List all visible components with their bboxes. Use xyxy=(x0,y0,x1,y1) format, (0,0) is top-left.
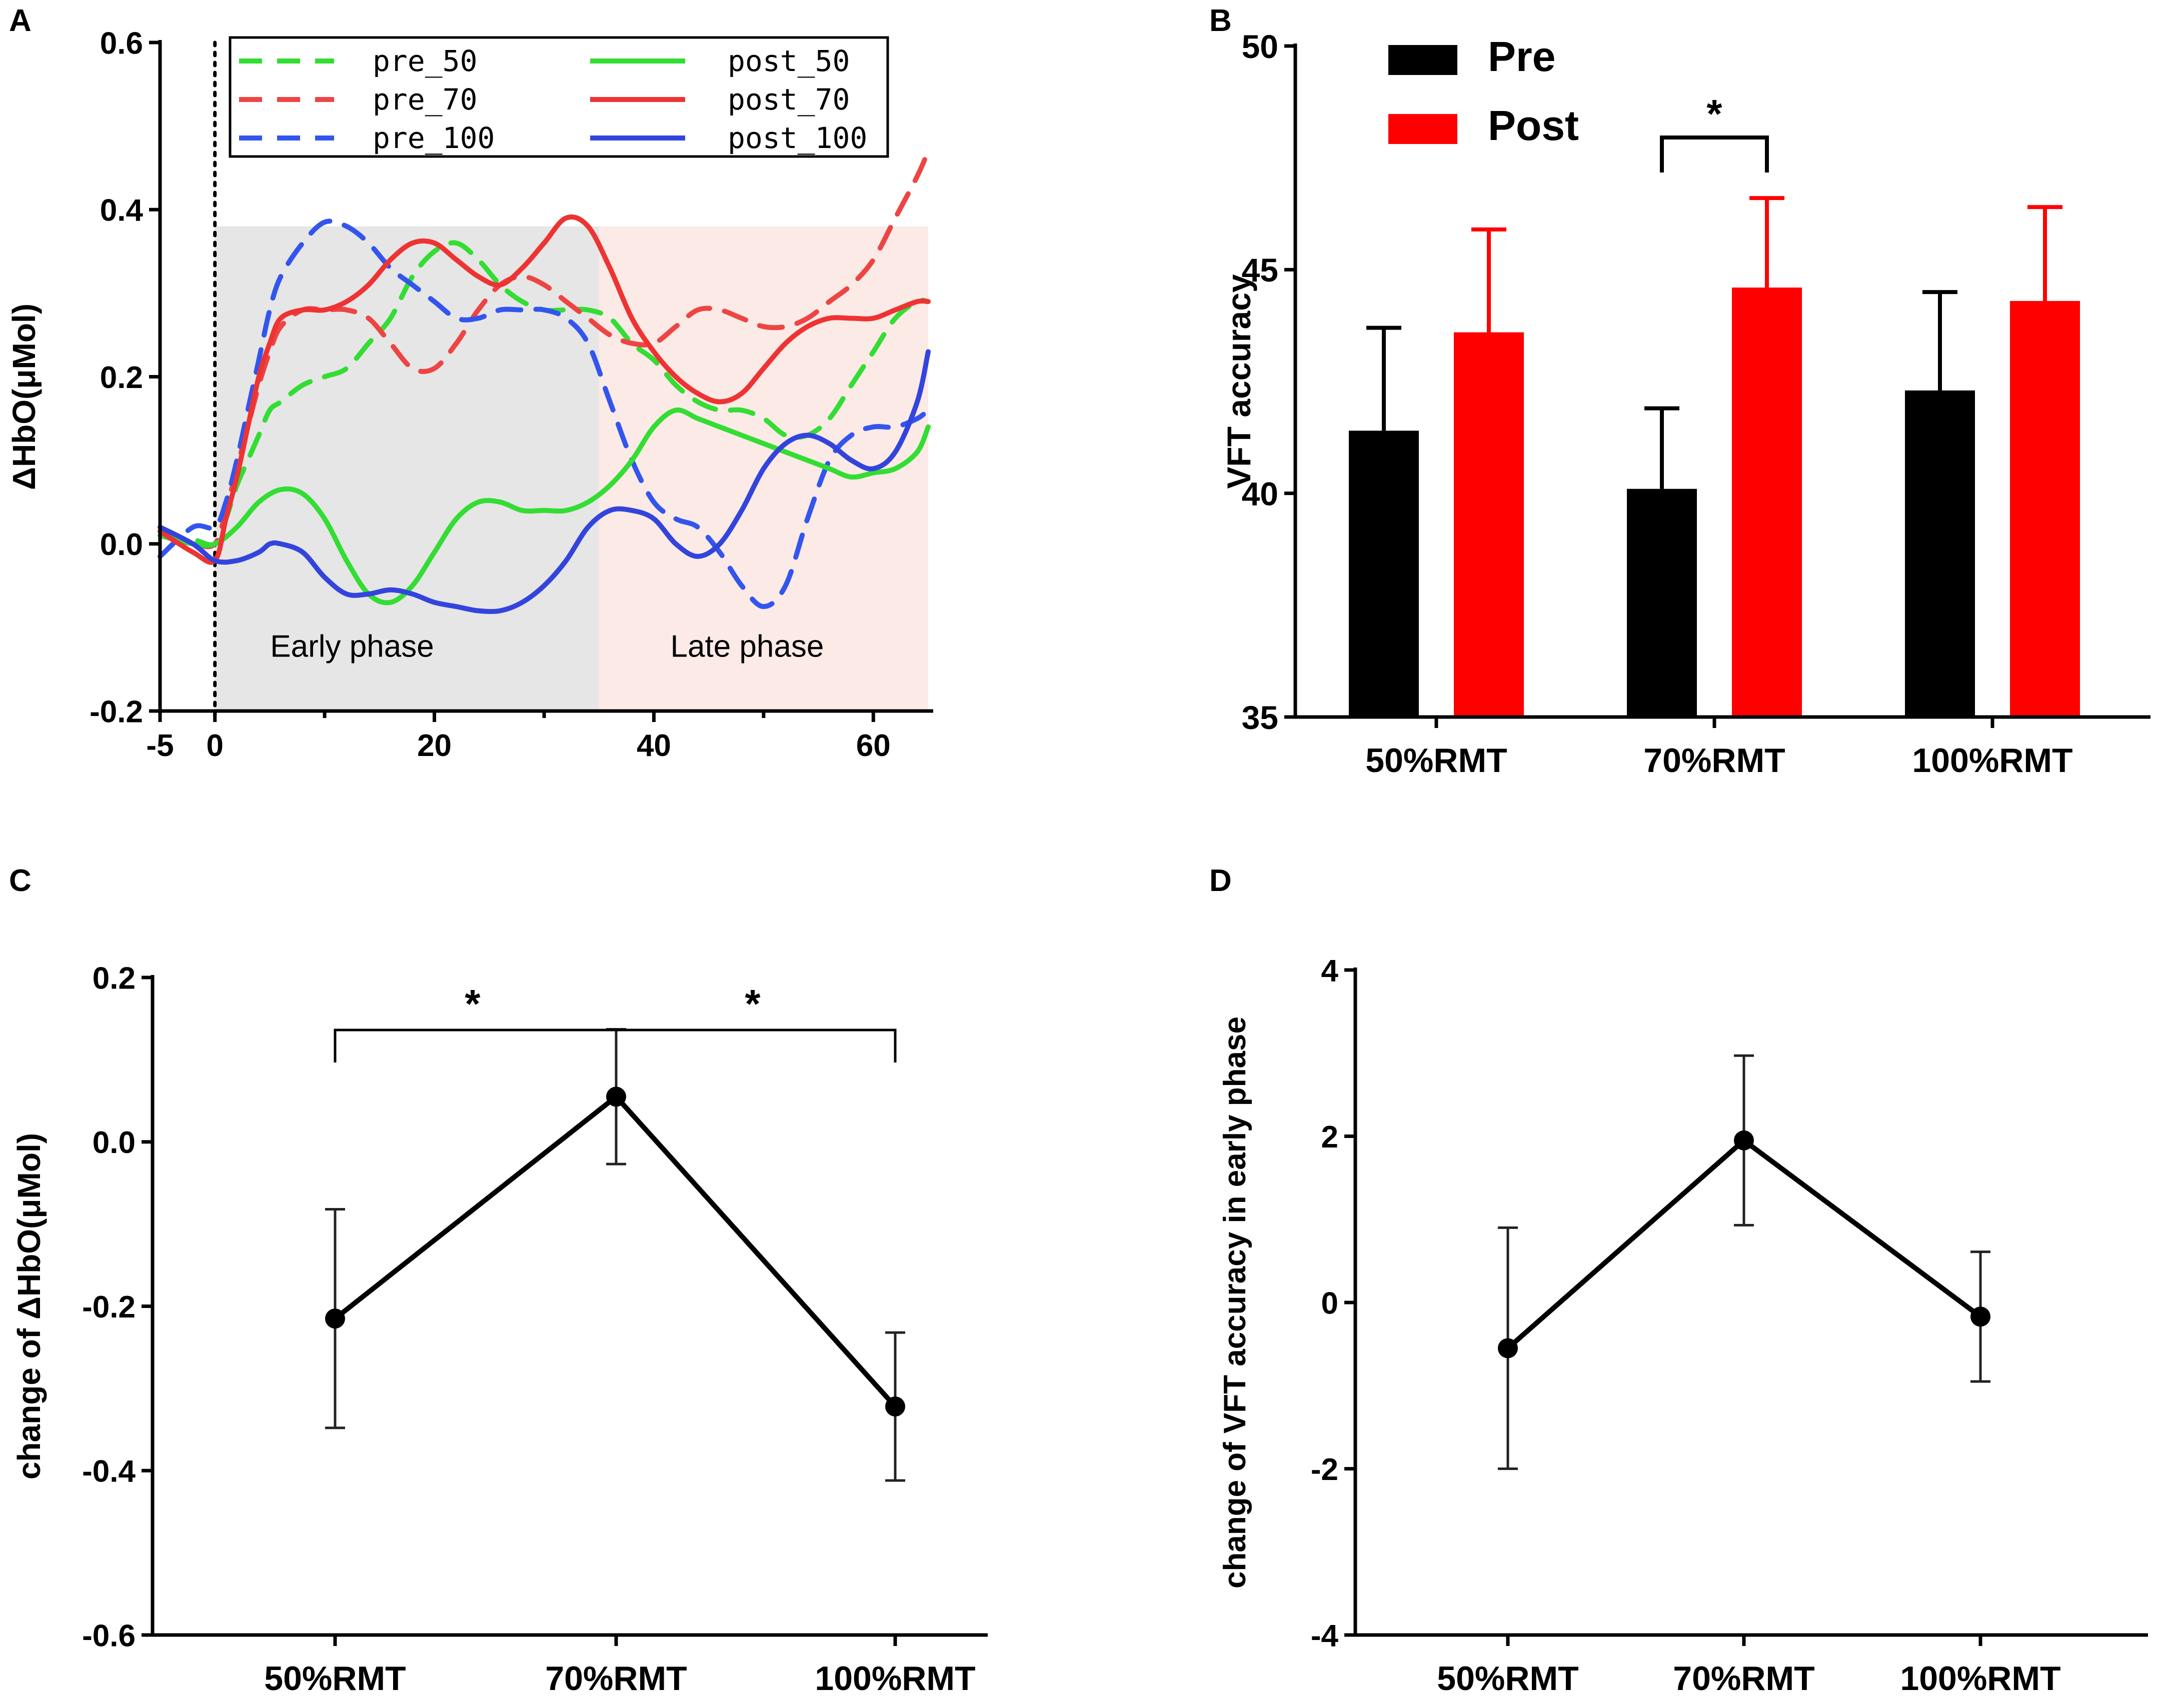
panel-ytick-label: -0.4 xyxy=(82,1454,136,1489)
bar-pre xyxy=(1627,488,1697,717)
panel-c-significance: * * xyxy=(334,982,897,1062)
panel-c-ylabel: change of ΔHbO(μMol) xyxy=(11,1133,47,1480)
bar-pre xyxy=(1349,430,1419,717)
panel-a-xtick-label: 0 xyxy=(206,728,223,763)
panel-b-significance: * xyxy=(1660,92,1769,172)
panel-d-letter: D xyxy=(1209,864,1232,898)
legend-label-pre-50: pre_50 xyxy=(373,44,478,78)
significance-star: * xyxy=(465,982,481,1026)
bar-post xyxy=(2010,300,2080,717)
bar-post xyxy=(1732,288,1802,717)
panel-b-xtick-label: 70%RMT xyxy=(1643,742,1785,780)
panel-c-axes xyxy=(151,975,988,1637)
panel-b-ytick-label: 35 xyxy=(1242,699,1278,736)
panel-ytick-label: -0.2 xyxy=(82,1290,136,1324)
panel-b-xtick-label: 100%RMT xyxy=(1912,742,2072,780)
panel-ytick-label: 0.2 xyxy=(93,961,136,996)
panel-d-ylabel: change of VFT accuracy in early phase xyxy=(1218,1016,1252,1588)
xtick-label: 70%RMT xyxy=(1673,1660,1814,1698)
series-line-post-70 xyxy=(158,214,931,565)
significance-star: * xyxy=(745,982,761,1026)
series-line-post-50 xyxy=(158,408,931,606)
data-point xyxy=(885,1396,905,1417)
panel-b-bars xyxy=(1349,196,2080,717)
panel-c-plot xyxy=(325,1028,905,1482)
panel-a-letter: A xyxy=(9,4,32,38)
early-phase-label: Early phase xyxy=(270,629,434,664)
legend-frame xyxy=(229,36,889,158)
panel-ytick-label: 0 xyxy=(1321,1286,1338,1320)
data-point xyxy=(1734,1130,1754,1150)
xtick-label: 100%RMT xyxy=(815,1660,975,1698)
panel-ytick-label: -4 xyxy=(1311,1618,1339,1653)
legend-label-post: Post xyxy=(1488,102,1579,149)
panel-a-ytick-label: 0.4 xyxy=(100,194,144,228)
xtick-label: 100%RMT xyxy=(1900,1660,2060,1698)
panel-ytick-label: -0.6 xyxy=(82,1618,136,1653)
late-phase-label: Late phase xyxy=(671,629,824,664)
panel-d-plot xyxy=(1498,1054,1990,1470)
xtick-label: 50%RMT xyxy=(1437,1660,1578,1698)
panel-ytick-label: 0.0 xyxy=(93,1126,136,1160)
panel-b-ticks: 35 40 45 50 50%RMT 70%RMT 100%RMT xyxy=(1242,28,2073,780)
significance-star: * xyxy=(1706,92,1722,136)
panel-d: D -4 -2 0 2 4 50%RMT 70%RMT 100%RMT change of V… xyxy=(1209,864,2148,1698)
panel-a-legend: pre_50 pre_70 pre_100 post_50 post_70 post_10… xyxy=(229,36,889,158)
legend-label-pre-100: pre_100 xyxy=(373,121,495,155)
panel-d-ticks: -4 -2 0 2 4 50%RMT 70%RMT 100%RMT xyxy=(1311,954,2061,1698)
panel-a-ylabel: ΔHbO(μMol) xyxy=(6,304,42,490)
legend-label-pre: Pre xyxy=(1488,33,1555,80)
data-point xyxy=(606,1086,626,1107)
legend-swatch-pre xyxy=(1388,45,1457,75)
legend-swatch-post xyxy=(1388,114,1457,144)
panel-c-ticks: -0.6 -0.4 -0.2 0.0 0.2 50%RMT 70%RMT 100%RMT xyxy=(82,961,975,1698)
panel-a-ytick-label: 0.2 xyxy=(100,360,143,395)
panel-b-ytick-label: 45 xyxy=(1242,252,1278,288)
panel-b-ytick-label: 50 xyxy=(1242,28,1278,65)
data-point xyxy=(1970,1306,1990,1327)
series-line-post-100 xyxy=(158,349,931,614)
panel-c-letter: C xyxy=(9,864,32,898)
xtick-label: 50%RMT xyxy=(264,1660,406,1698)
xtick-label: 70%RMT xyxy=(545,1660,687,1698)
panel-ytick-label: -2 xyxy=(1311,1452,1338,1487)
panel-b-ylabel: VFT accuracy xyxy=(1220,274,1257,489)
panel-b-letter: B xyxy=(1209,4,1232,38)
panel-a-xtick-label: -5 xyxy=(146,728,174,763)
legend-label-post-100: post_100 xyxy=(728,121,867,155)
panel-b: B 35 40 45 50 50%RMT 70%RMT 100%RMT VFT accura… xyxy=(1209,4,2150,780)
bar-post xyxy=(1454,332,1524,717)
panel-a-xtick-label: 20 xyxy=(417,728,452,763)
series-line-pre-100 xyxy=(158,218,931,610)
bar-pre xyxy=(1905,390,1975,717)
legend-label-post-50: post_50 xyxy=(728,44,850,78)
data-point xyxy=(1498,1338,1518,1358)
panel-a-series xyxy=(158,148,931,614)
panel-a-ticks: -0.2 0.0 0.2 0.4 0.6 -5 0 20 40 60 xyxy=(90,26,891,763)
panel-a-ytick-label: -0.2 xyxy=(90,694,143,729)
panel-c: C -0.6-0.4-0.20.00.250%RMT 70%RMT 100%RMT … xyxy=(9,864,988,1698)
panel-a-xtick-label: 40 xyxy=(637,728,671,763)
panel-ytick-label: 4 xyxy=(1321,954,1339,988)
legend-label-pre-70: pre_70 xyxy=(373,82,478,116)
significance-bracket xyxy=(334,1028,897,1062)
panel-ytick-label: 2 xyxy=(1321,1120,1338,1154)
panel-d-axes xyxy=(1353,968,2148,1637)
panel-b-ytick-label: 40 xyxy=(1242,475,1278,512)
legend-label-post-70: post_70 xyxy=(728,82,850,116)
significance-bracket xyxy=(1660,136,1769,172)
data-point xyxy=(325,1308,345,1329)
panel-b-legend: Pre Post xyxy=(1388,33,1579,149)
panel-a: A -0.2 0.0 0.2 0.4 0.6 -5 0 20 40 60 ΔHbO(μMol) E… xyxy=(6,4,933,763)
panel-b-xtick-label: 50%RMT xyxy=(1365,742,1507,780)
panel-a-ytick-label: 0.6 xyxy=(100,26,143,60)
panel-a-ytick-label: 0.0 xyxy=(100,528,143,562)
panel-a-xtick-label: 60 xyxy=(856,728,891,763)
